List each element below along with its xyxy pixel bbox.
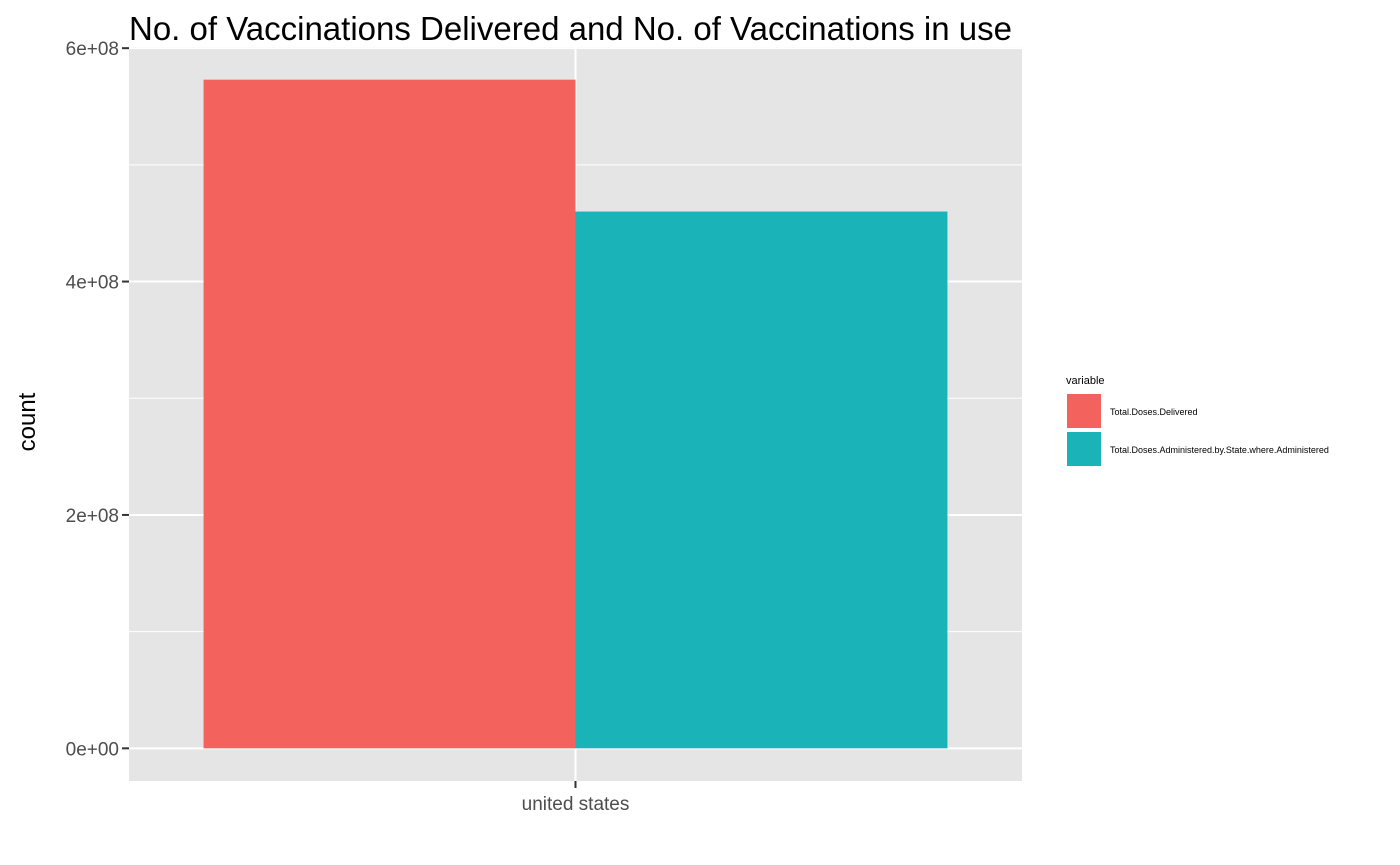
x-axis: united states [522,781,630,815]
x-tick-label: united states [522,794,630,815]
bar-total-doses-delivered [203,79,576,749]
bar-total-doses-administered-by-state-where-administered [575,211,948,749]
y-tick-label: 0e+00 [66,739,119,760]
legend-items: Total.Doses.Delivered Total.Doses.Adminis… [1065,392,1329,468]
y-tick-label: 6e+08 [66,39,119,60]
y-tick-label: 2e+08 [66,506,119,527]
legend-title: variable [1066,375,1105,387]
y-axis: 0e+00 2e+08 4e+08 6e+08 [66,39,129,760]
legend-label: Total.Doses.Administered.by.State.where.… [1110,445,1329,455]
legend-key [1065,430,1103,468]
y-axis-title: count [14,392,41,451]
chart-title: No. of Vaccinations Delivered and No. of… [129,10,1012,47]
bars [203,79,948,749]
y-tick-label: 4e+08 [66,273,119,294]
legend-key [1065,392,1103,430]
legend-label: Total.Doses.Delivered [1110,407,1198,417]
legend: variable Total.Doses.DeliveredTotal.Dose… [1065,375,1329,468]
